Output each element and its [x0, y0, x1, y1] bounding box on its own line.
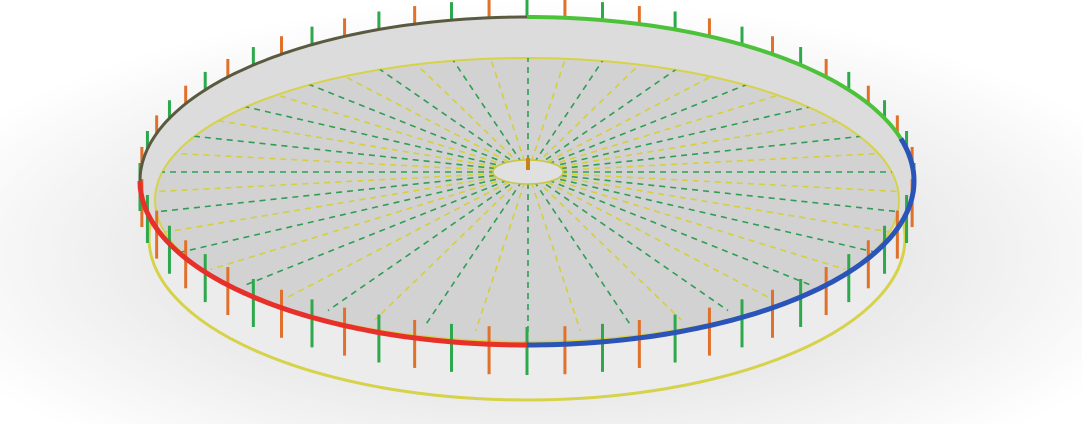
- radial-line: [158, 109, 529, 173]
- radial-line: [527, 171, 772, 300]
- radial-line: [475, 58, 529, 173]
- radial-line: [210, 171, 529, 271]
- radial-line: [327, 171, 529, 312]
- radial-line: [527, 150, 899, 173]
- radial-line: [527, 58, 772, 173]
- radial-line: [327, 58, 529, 173]
- radial-line: [527, 171, 812, 286]
- radial-line: [527, 171, 899, 194]
- radial-line: [284, 171, 529, 300]
- radial-line: [155, 129, 529, 173]
- radial-line: [527, 171, 633, 327]
- radial-line: [423, 58, 529, 173]
- rim-segment: [527, 15, 903, 140]
- radial-line: [527, 171, 899, 215]
- rim-segment: [138, 15, 527, 182]
- radial-line: [527, 109, 898, 173]
- radial-line: [527, 171, 729, 312]
- radial-line: [527, 171, 682, 321]
- radial-line: [527, 171, 875, 253]
- radial-line: [527, 58, 633, 173]
- radial-line: [158, 171, 529, 235]
- radial-line: [527, 129, 899, 173]
- radial-line: [244, 171, 529, 286]
- radial-line: [181, 171, 529, 253]
- radial-line: [374, 171, 529, 321]
- rim: [137, 15, 917, 348]
- radial-line: [527, 171, 581, 331]
- rim-segment: [527, 222, 903, 348]
- radial-line: [475, 171, 529, 331]
- radial-line: [527, 171, 898, 235]
- radial-line: [527, 171, 846, 271]
- radial-line: [374, 58, 529, 173]
- floor: [154, 57, 900, 343]
- radial-line: [155, 171, 529, 215]
- radial-line: [155, 150, 529, 173]
- radial-line: [527, 91, 875, 173]
- radial-line: [423, 171, 529, 327]
- radial-line: [181, 91, 529, 173]
- radial-line: [527, 58, 581, 173]
- radial-line: [527, 58, 682, 173]
- radial-line: [284, 58, 529, 173]
- figure: [526, 158, 530, 170]
- radial-line: [155, 171, 529, 194]
- radial-lines: [155, 58, 899, 332]
- rim-segment: [137, 180, 527, 348]
- rim-segment: [898, 137, 917, 225]
- radial-line: [527, 58, 729, 173]
